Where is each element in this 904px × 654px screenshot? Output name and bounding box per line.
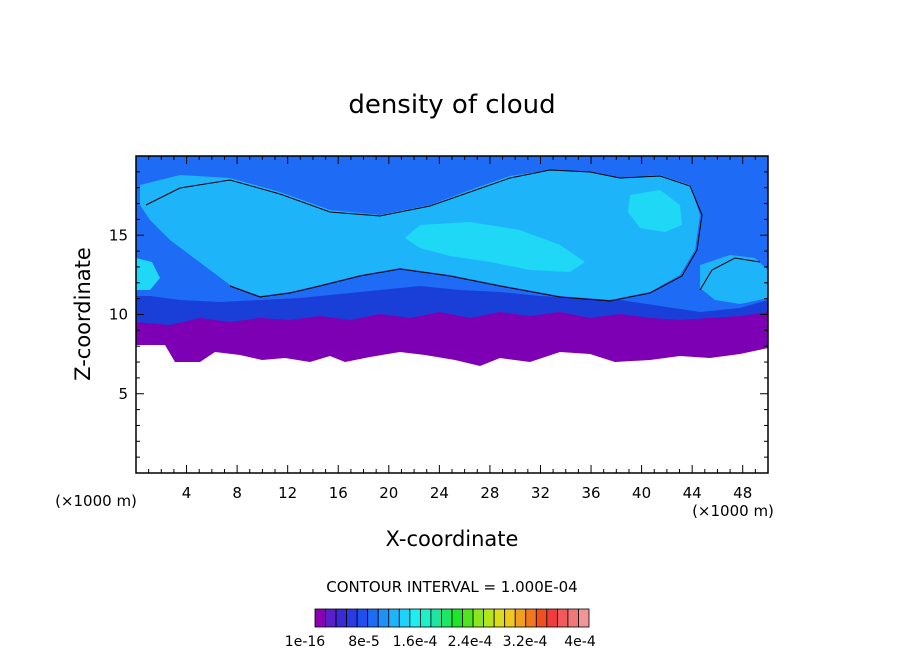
x-tick-label: 32 <box>531 484 550 502</box>
x-tick-label: 28 <box>480 484 499 502</box>
chart-title: density of cloud <box>348 90 555 120</box>
colorbar-swatch <box>483 608 495 628</box>
colorbar-swatch <box>441 608 453 628</box>
colorbar-swatch <box>398 608 411 628</box>
colorbar-swatch <box>504 608 516 628</box>
colorbar-swatch <box>556 608 569 628</box>
x-tick-label: 16 <box>329 484 348 502</box>
contour-interval: CONTOUR INTERVAL = 1.000E-04 <box>326 578 577 596</box>
colorbar-swatch <box>314 608 326 628</box>
colorbar-swatch <box>388 608 400 628</box>
colorbar-swatch <box>525 608 537 628</box>
colorbar-swatch <box>346 608 358 628</box>
colorbar-label: 1e-16 <box>285 634 325 650</box>
y-tick-label: 5 <box>118 385 128 403</box>
colorbar-swatch <box>430 608 442 628</box>
y-tick-label: 10 <box>109 306 128 324</box>
colorbar <box>314 608 590 628</box>
x-tick-label: 12 <box>278 484 297 502</box>
y-tick-label: 15 <box>109 226 128 244</box>
cloud-density-field <box>136 156 768 366</box>
band-1.6e-4 <box>405 222 585 272</box>
colorbar-swatch <box>546 608 558 628</box>
colorbar-swatch <box>451 608 463 628</box>
x-tick-label: 8 <box>232 484 242 502</box>
colorbar-swatch <box>367 608 379 628</box>
x-tick-label: 48 <box>733 484 752 502</box>
x-axis: 4 8 12 16 20 24 28 32 36 40 44 48 <box>148 156 756 502</box>
colorbar-label: 3.2e-4 <box>503 634 548 650</box>
band-1.6e-4-b <box>628 190 682 232</box>
x-tick-label: 20 <box>379 484 398 502</box>
x-tick-label: 36 <box>581 484 600 502</box>
x-tick-label: 24 <box>430 484 449 502</box>
x-unit-label-left: (×1000 m) <box>55 492 137 510</box>
colorbar-label: 8e-5 <box>348 634 379 650</box>
band-1.2e-4-left <box>136 258 160 290</box>
colorbar-swatch <box>535 608 548 628</box>
colorbar-swatch <box>578 608 590 628</box>
colorbar-swatch <box>419 608 432 628</box>
colorbar-swatch <box>325 608 337 628</box>
colorbar-swatch <box>472 608 485 628</box>
y-axis: 5 10 15 <box>109 171 768 458</box>
contour-line-right <box>699 257 761 291</box>
colorbar-swatch <box>335 608 348 628</box>
y-axis-label: Z-coordinate <box>71 247 95 381</box>
colorbar-label: 2.4e-4 <box>448 634 493 650</box>
x-tick-label: 4 <box>182 484 192 502</box>
colorbar-label: 4e-4 <box>564 634 596 650</box>
colorbar-swatch <box>493 608 506 628</box>
x-axis-label: X-coordinate <box>386 527 519 551</box>
x-unit-label-right: (×1000 m) <box>692 502 774 520</box>
colorbar-labels: 1e-16 8e-5 1.6e-4 2.4e-4 3.2e-4 4e-4 <box>285 634 596 650</box>
colorbar-swatch <box>356 608 369 628</box>
x-tick-label: 44 <box>683 484 702 502</box>
colorbar-swatch <box>514 608 527 628</box>
colorbar-swatch <box>409 608 421 628</box>
colorbar-swatch <box>567 608 579 628</box>
colorbar-label: 1.6e-4 <box>393 634 438 650</box>
x-tick-label: 40 <box>632 484 651 502</box>
colorbar-swatch <box>377 608 390 628</box>
colorbar-swatch <box>462 608 474 628</box>
contour-line <box>145 169 703 302</box>
